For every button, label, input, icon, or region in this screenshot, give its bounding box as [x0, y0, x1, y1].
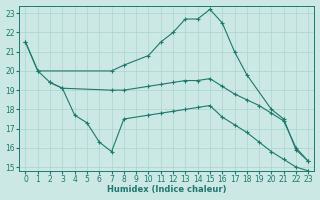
X-axis label: Humidex (Indice chaleur): Humidex (Indice chaleur): [107, 185, 227, 194]
